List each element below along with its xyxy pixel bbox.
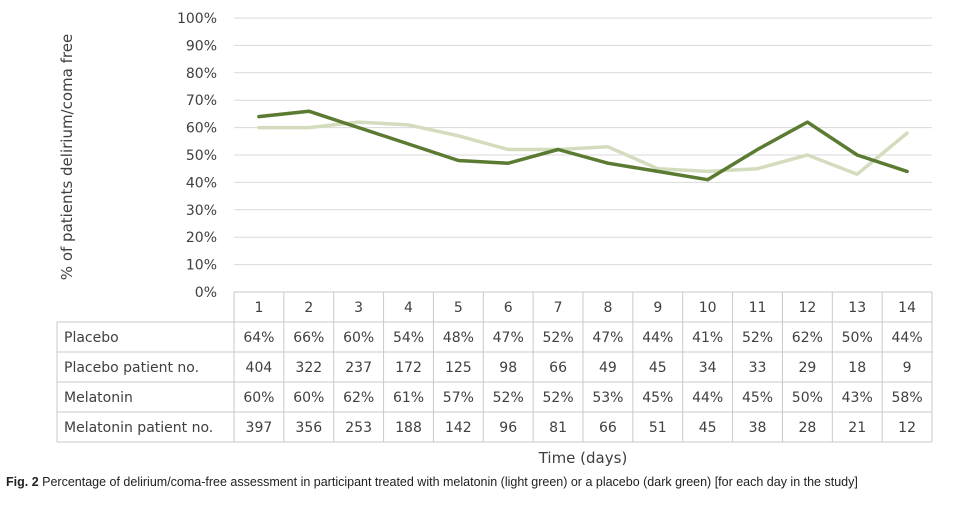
table-cell: 237	[345, 360, 372, 376]
table-cell: 41%	[692, 330, 723, 346]
table-cell: 12	[898, 420, 916, 436]
table-cell: 49	[599, 360, 617, 376]
x-axis-label: Time (days)	[538, 449, 628, 467]
table-cell: 404	[246, 360, 273, 376]
table-cell: 62%	[792, 330, 823, 346]
table-cell: 21	[848, 420, 866, 436]
y-axis-ticks: 0% 10% 20% 30% 40% 50% 60% 70% 80% 90% 100%	[177, 11, 217, 301]
table-row-label: Melatonin patient no.	[64, 420, 213, 436]
y-tick-label: 60%	[186, 121, 217, 137]
series-lines	[259, 111, 907, 180]
x-tick-label: 7	[554, 300, 563, 316]
table-cell: 45%	[742, 390, 773, 406]
table-cell: 322	[295, 360, 322, 376]
table-cell: 356	[295, 420, 322, 436]
table-cell: 18	[848, 360, 866, 376]
caption-text: Percentage of delirium/coma-free assessm…	[39, 475, 858, 489]
table-cell: 44%	[892, 330, 923, 346]
table-cell: 52%	[742, 330, 773, 346]
table-cell: 60%	[243, 390, 274, 406]
y-tick-label: 10%	[186, 258, 217, 274]
y-tick-label: 50%	[186, 148, 217, 164]
x-tick-label: 3	[354, 300, 363, 316]
x-tick-label: 5	[454, 300, 463, 316]
y-tick-label: 80%	[186, 66, 217, 82]
table-cell: 96	[499, 420, 517, 436]
y-tick-label: 100%	[177, 11, 217, 27]
caption-label: Fig. 2	[6, 475, 39, 489]
table-cell: 52%	[543, 330, 574, 346]
table-cell: 29	[798, 360, 816, 376]
table-cell: 66%	[293, 330, 324, 346]
x-tick-label: 8	[603, 300, 612, 316]
table-cell: 58%	[892, 390, 923, 406]
x-tick-label: 10	[699, 300, 717, 316]
table-cell: 253	[345, 420, 372, 436]
table-cell: 60%	[293, 390, 324, 406]
table-cell: 51	[649, 420, 667, 436]
table-cell: 62%	[343, 390, 374, 406]
table-cell: 52%	[493, 390, 524, 406]
table-cell: 64%	[243, 330, 274, 346]
table-cell: 48%	[443, 330, 474, 346]
x-tick-label: 6	[504, 300, 513, 316]
table-cell: 54%	[393, 330, 424, 346]
table-cell: 9	[903, 360, 912, 376]
table-cell: 43%	[842, 390, 873, 406]
table-cell: 52%	[543, 390, 574, 406]
x-tick-label: 4	[404, 300, 413, 316]
table-cell: 44%	[642, 330, 673, 346]
table-cell: 34	[699, 360, 717, 376]
y-tick-label: 0%	[195, 285, 217, 301]
y-tick-label: 70%	[186, 93, 217, 109]
table-cell: 66	[549, 360, 567, 376]
table-cell: 45	[699, 420, 717, 436]
table-cell: 33	[749, 360, 767, 376]
table-row-label: Placebo patient no.	[64, 360, 199, 376]
x-tick-label: 2	[304, 300, 313, 316]
table-cell: 57%	[443, 390, 474, 406]
table-cell: 397	[246, 420, 273, 436]
table-cell: 50%	[842, 330, 873, 346]
table-cell: 142	[445, 420, 472, 436]
table-cell: 50%	[792, 390, 823, 406]
x-tick-label: 14	[898, 300, 916, 316]
table-cell: 188	[395, 420, 422, 436]
table-cell: 45	[649, 360, 667, 376]
y-tick-label: 20%	[186, 230, 217, 246]
y-tick-label: 90%	[186, 38, 217, 54]
gridlines	[234, 18, 932, 265]
table-cell: 66	[599, 420, 617, 436]
figure-caption: Fig. 2 Percentage of delirium/coma-free …	[6, 473, 961, 491]
table-cell: 61%	[393, 390, 424, 406]
table-cell: 45%	[642, 390, 673, 406]
x-tick-label: 13	[848, 300, 866, 316]
x-tick-label: 1	[254, 300, 263, 316]
x-tick-label: 11	[749, 300, 767, 316]
table-cell: 81	[549, 420, 567, 436]
y-tick-label: 30%	[186, 203, 217, 219]
table-cell: 28	[798, 420, 816, 436]
table-row-label: Placebo	[64, 330, 119, 346]
table-cell: 53%	[592, 390, 623, 406]
y-axis-label: % of patients delirium/coma free	[58, 34, 76, 280]
table-cell: 125	[445, 360, 472, 376]
table-cell: 60%	[343, 330, 374, 346]
table-cell: 47%	[493, 330, 524, 346]
table-row-label: Melatonin	[64, 390, 133, 406]
x-tick-label: 9	[653, 300, 662, 316]
table-cell: 47%	[592, 330, 623, 346]
table-cell: 172	[395, 360, 422, 376]
table-cell: 98	[499, 360, 517, 376]
y-tick-label: 40%	[186, 175, 217, 191]
table-cell: 44%	[692, 390, 723, 406]
series-line-melatonin	[259, 122, 907, 174]
table-cell: 38	[749, 420, 767, 436]
x-tick-label: 12	[798, 300, 816, 316]
